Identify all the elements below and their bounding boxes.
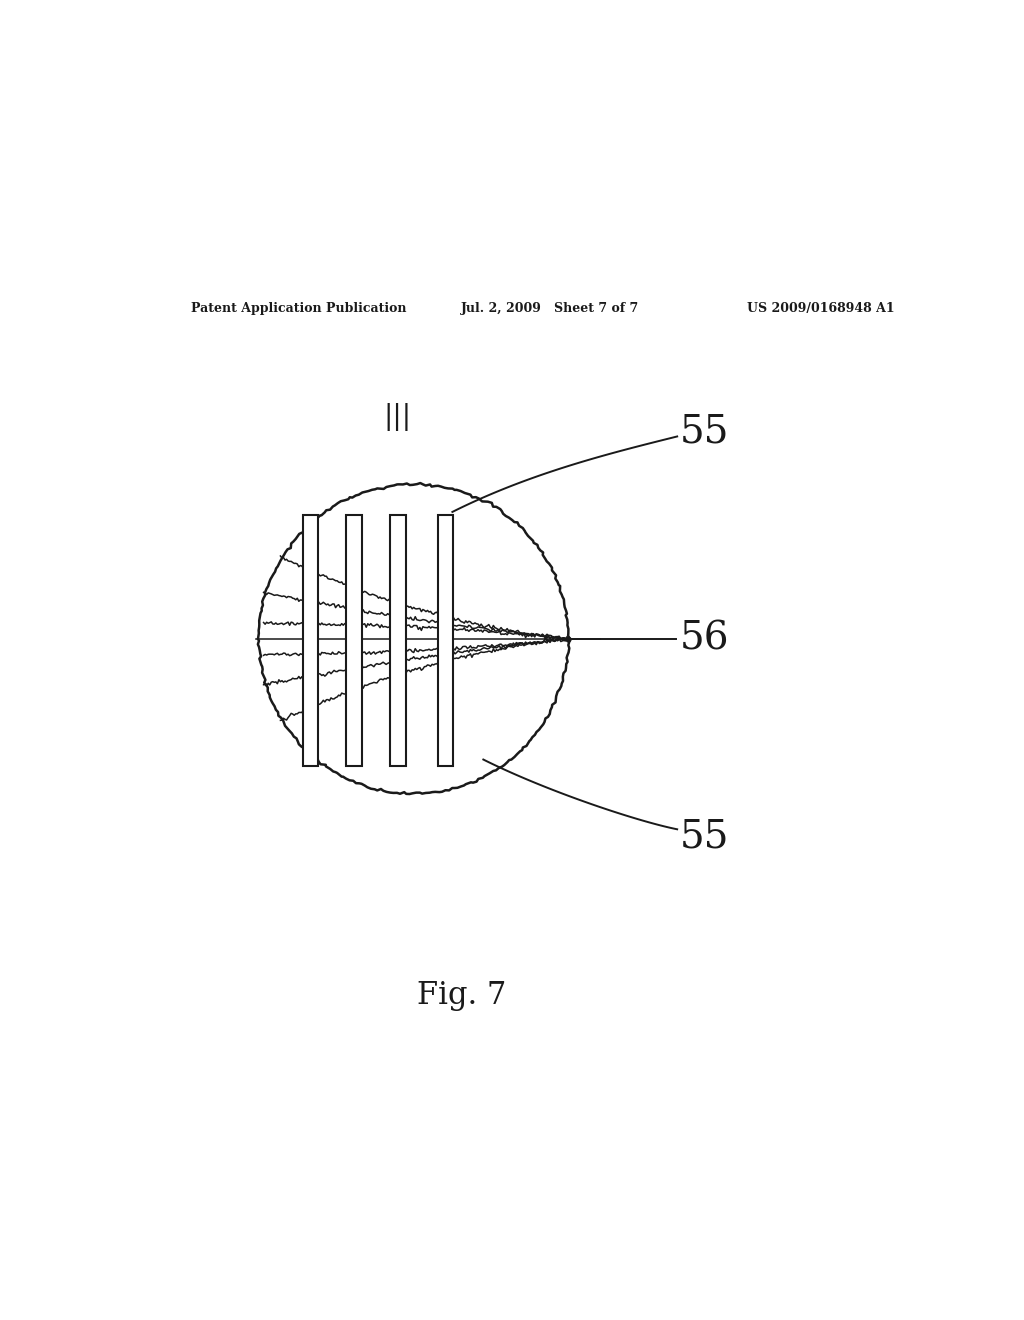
Text: Patent Application Publication: Patent Application Publication (191, 301, 407, 314)
Text: 55: 55 (680, 414, 729, 451)
Bar (346, 515, 362, 766)
Bar (390, 515, 406, 766)
Text: 55: 55 (680, 818, 729, 855)
Bar (303, 515, 318, 766)
Text: 56: 56 (680, 620, 729, 657)
Text: US 2009/0168948 A1: US 2009/0168948 A1 (748, 301, 895, 314)
Text: |||: ||| (384, 403, 412, 430)
Bar (437, 515, 454, 766)
Text: Jul. 2, 2009   Sheet 7 of 7: Jul. 2, 2009 Sheet 7 of 7 (461, 301, 640, 314)
Text: Fig. 7: Fig. 7 (417, 981, 506, 1011)
